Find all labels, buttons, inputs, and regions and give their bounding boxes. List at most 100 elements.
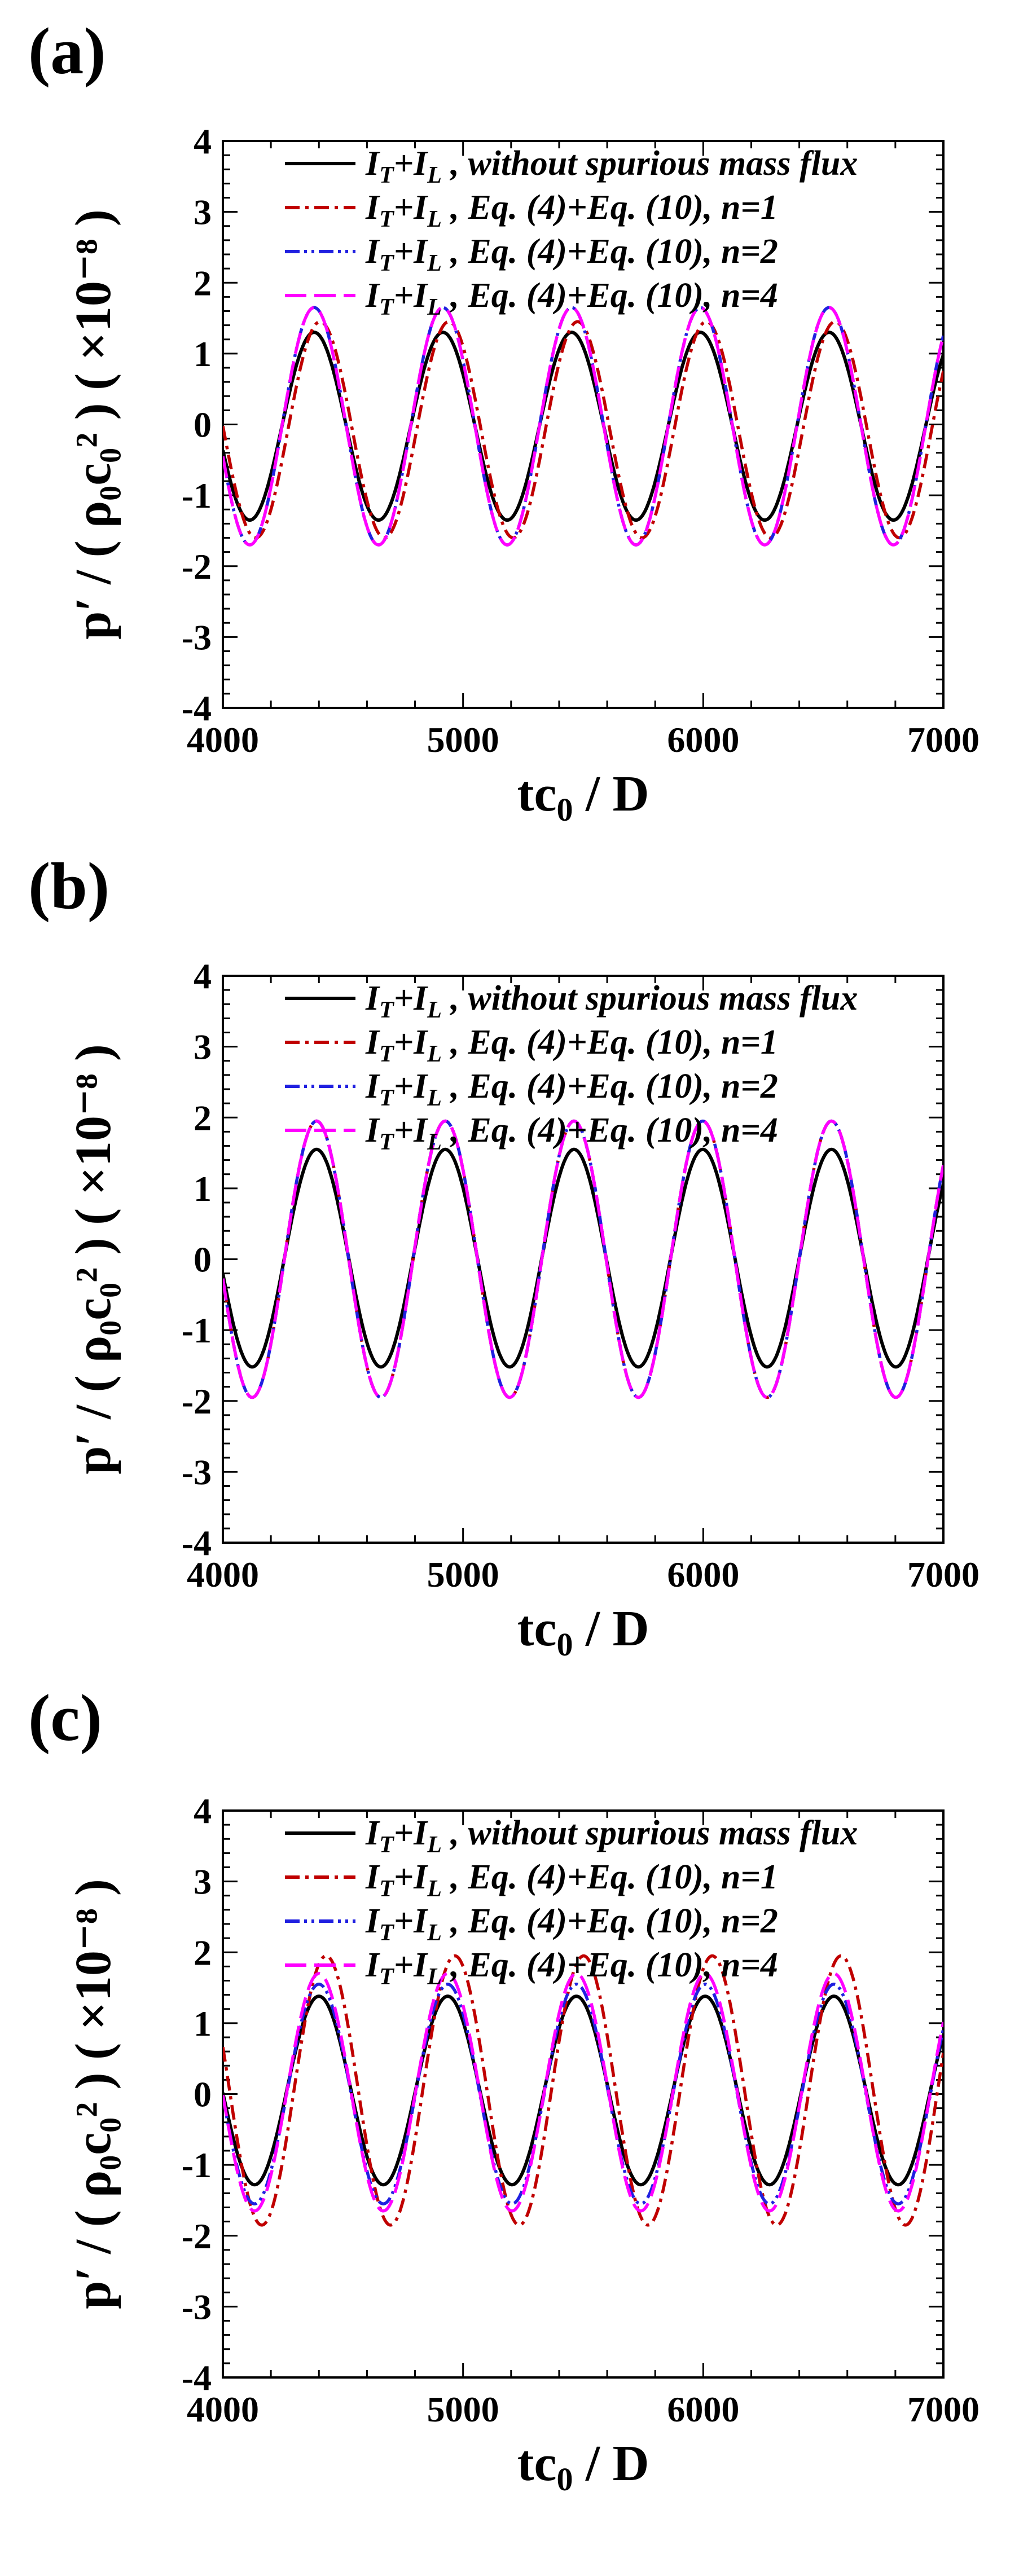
legend-text-a-sub: T [379,1041,395,1067]
x-axis-title-rest: / D [573,1601,649,1657]
x-tick-label: 5000 [427,1555,499,1595]
y-tick-label: -3 [182,617,212,657]
legend-text-rest: , Eq. (4)+Eq. (10), n=4 [442,276,778,315]
y-tick-label: 3 [194,192,212,232]
legend-text-rest: , Eq. (4)+Eq. (10), n=1 [442,1858,778,1896]
legend-text-a: I [365,979,380,1018]
legend-text-b: +I [394,1023,428,1062]
x-axis-title: tc0 / D [517,1601,649,1663]
x-axis-title: tc0 / D [517,2436,649,2498]
x-axis-title-main: tc [517,1601,557,1657]
x-tick-label: 7000 [907,1555,980,1595]
series-group [223,1954,943,2227]
legend-text-a: I [365,276,380,315]
legend-text-b-sub: L [427,1964,442,1990]
y-tick-label: 0 [194,2075,212,2115]
legend-text-a-sub: T [379,1085,395,1111]
legend-text-a-sub: T [379,250,395,276]
legend-text-rest: , Eq. (4)+Eq. (10), n=2 [442,232,778,271]
x-axis-title: tc0 / D [517,766,649,828]
y-tick-label: -2 [182,547,212,587]
legend-text-a-sub: T [379,206,395,232]
legend-text-a-sub: T [379,1920,395,1946]
series-line-1 [223,331,943,522]
legend-text-b-sub: L [427,1129,442,1155]
y-axis-title: p′ / ( ρ₀c₀² ) ( ×10⁻⁸ ) [65,209,121,640]
legend-text-rest: , without spurious mass flux [442,1814,858,1852]
x-axis-title-rest: / D [573,766,649,822]
legend-text-a: I [365,1111,380,1150]
legend-text-a-sub: T [379,997,395,1023]
series-line-4 [223,1972,943,2213]
legend-text-a-sub: T [379,1876,395,1902]
y-tick-label: 4 [194,1791,212,1831]
legend-entry-4: IT+IL , Eq. (4)+Eq. (10), n=4 [365,1111,778,1155]
x-axis-title-sub: 0 [556,1626,573,1663]
x-tick-label: 7000 [907,720,980,760]
legend-text-b: +I [394,979,428,1018]
y-tick-label: -1 [182,2145,212,2185]
y-tick-label: -4 [182,2358,212,2398]
panel-label: (b) [28,849,109,923]
legend-text-a: I [365,232,380,271]
x-tick-label: 5000 [427,2389,499,2429]
legend-text-rest: , Eq. (4)+Eq. (10), n=1 [442,1023,778,1062]
legend-entry-1: IT+IL , without spurious mass flux [365,979,858,1023]
series-line-2 [223,320,943,540]
legend-entry-1: IT+IL , without spurious mass flux [365,1814,858,1858]
x-axis-title-main: tc [517,2436,557,2491]
x-tick-label: 6000 [667,2389,739,2429]
y-tick-label: 0 [194,1240,212,1280]
legend-text-b: +I [394,1946,428,1984]
legend-text-a-sub: T [379,162,395,188]
legend-text-a-sub: T [379,1129,395,1155]
legend-text-a: I [365,1023,380,1062]
legend-entry-3: IT+IL , Eq. (4)+Eq. (10), n=2 [365,1902,778,1946]
x-axis-title-main: tc [517,766,557,822]
x-tick-label: 6000 [667,720,739,760]
x-tick-label: 4000 [187,720,259,760]
legend-text-rest: , Eq. (4)+Eq. (10), n=2 [442,1902,778,1940]
series-line-3 [223,1983,943,2205]
y-tick-label: 2 [194,1098,212,1138]
legend-text-b-sub: L [427,162,442,188]
legend-text-a: I [365,144,380,183]
series-line-2 [223,1954,943,2227]
series-line-4 [223,306,943,547]
x-tick-label: 5000 [427,720,499,760]
x-tick-label: 6000 [667,1555,739,1595]
legend-text-b-sub: L [427,294,442,320]
series-group [223,1119,943,1399]
legend-text-rest: , Eq. (4)+Eq. (10), n=1 [442,188,778,227]
y-axis-title: p′ / ( ρ₀c₀² ) ( ×10⁻⁸ ) [65,1879,121,2309]
legend-text-b: +I [394,144,428,183]
y-axis-title: p′ / ( ρ₀c₀² ) ( ×10⁻⁸ ) [65,1044,121,1474]
y-tick-label: 4 [194,956,212,996]
series-group [223,306,943,547]
legend-text-b-sub: L [427,250,442,276]
legend: IT+IL , without spurious mass fluxIT+IL … [285,1814,858,1990]
legend-text-b: +I [394,232,428,271]
y-tick-label: 1 [194,2003,212,2044]
legend-text-a-sub: T [379,294,395,320]
legend-text-a: I [365,1902,380,1940]
legend-text-a-sub: T [379,1832,395,1858]
y-tick-label: 4 [194,121,212,161]
legend-entry-2: IT+IL , Eq. (4)+Eq. (10), n=1 [365,1023,778,1067]
legend-text-b: +I [394,1111,428,1150]
legend-entry-2: IT+IL , Eq. (4)+Eq. (10), n=1 [365,1858,778,1902]
legend-text-b-sub: L [427,1832,442,1858]
x-axis-title-rest: / D [573,2436,649,2491]
legend-entry-4: IT+IL , Eq. (4)+Eq. (10), n=4 [365,276,778,320]
legend-text-a: I [365,1858,380,1896]
legend-text-a: I [365,1067,380,1106]
legend-text-rest: , without spurious mass flux [442,144,858,183]
legend-text-b-sub: L [427,997,442,1023]
x-tick-label: 4000 [187,1555,259,1595]
legend: IT+IL , without spurious mass fluxIT+IL … [285,144,858,320]
y-tick-label: 2 [194,1932,212,1972]
legend-text-rest: , Eq. (4)+Eq. (10), n=2 [442,1067,778,1106]
